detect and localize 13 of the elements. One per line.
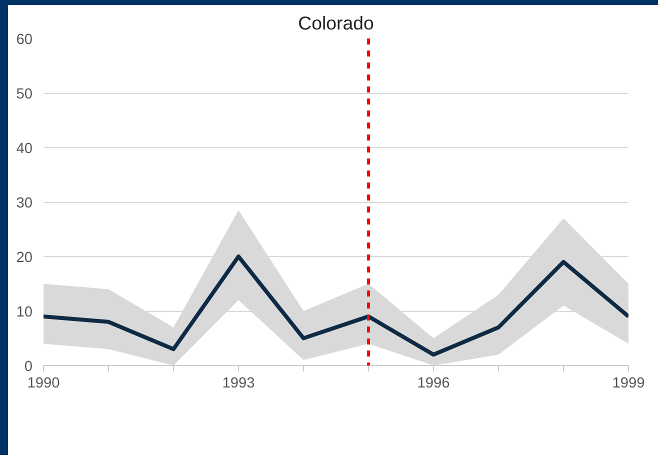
- y-tick-label: 50: [16, 86, 33, 102]
- chart-title: Colorado: [298, 12, 374, 34]
- y-tick-label: 20: [16, 250, 33, 266]
- line-series: [44, 254, 628, 357]
- x-tick-label: 1990: [27, 376, 60, 392]
- y-tick-label: 10: [16, 304, 33, 320]
- y-tick-label: 0: [24, 359, 33, 375]
- y-tick-label: 60: [16, 32, 33, 48]
- x-tick-label: 1996: [417, 376, 450, 392]
- x-tick-label: 1993: [222, 376, 255, 392]
- x-tick-label: 1999: [612, 376, 645, 392]
- y-tick-label: 30: [16, 196, 33, 212]
- y-tick-label: 40: [16, 141, 33, 157]
